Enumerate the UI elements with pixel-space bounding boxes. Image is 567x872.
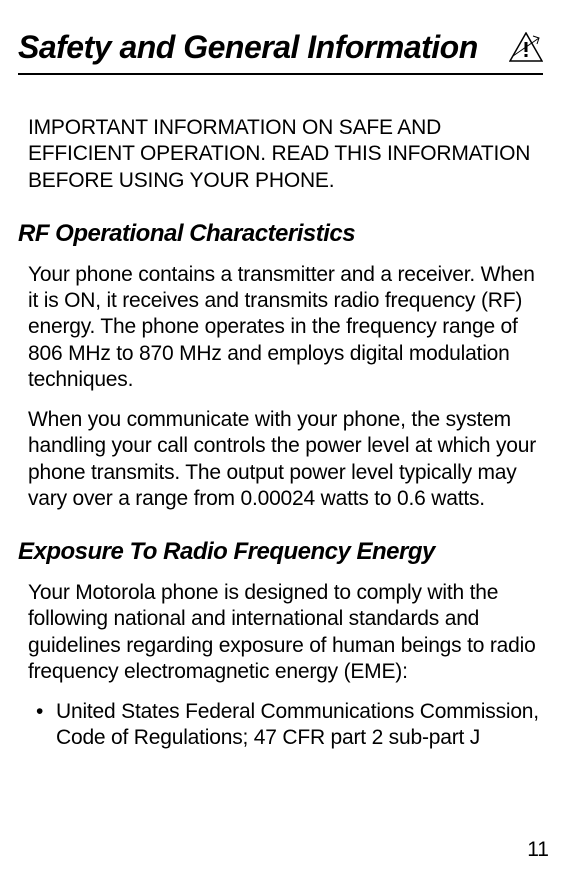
section-heading-rf: RF Operational Characteristics xyxy=(18,220,543,248)
page-title: Safety and General Information xyxy=(18,30,478,65)
bullet-list: United States Federal Communications Com… xyxy=(18,699,543,752)
page-number: 11 xyxy=(527,838,549,862)
document-page: Safety and General Information IMPORTANT… xyxy=(0,0,567,872)
body-paragraph: Your Motorola phone is designed to compl… xyxy=(18,580,543,685)
title-rule xyxy=(18,73,543,75)
title-row: Safety and General Information xyxy=(18,30,543,67)
warning-icon xyxy=(509,32,543,67)
body-paragraph: Your phone contains a transmitter and a … xyxy=(18,262,543,393)
body-paragraph: When you communicate with your phone, th… xyxy=(18,407,543,512)
list-item: United States Federal Communications Com… xyxy=(28,699,543,752)
section-heading-exposure: Exposure To Radio Frequency Energy xyxy=(18,538,543,566)
intro-paragraph: IMPORTANT INFORMATION ON SAFE AND EFFICI… xyxy=(18,115,543,194)
